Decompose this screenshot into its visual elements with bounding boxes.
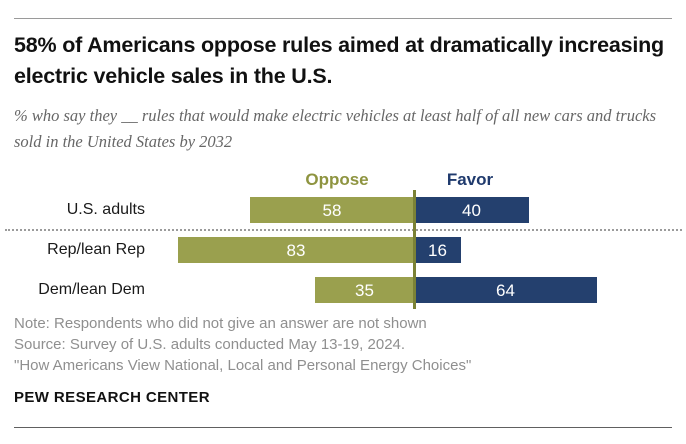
bar-oppose: 58 <box>249 197 415 223</box>
legend-oppose-label: Oppose <box>305 170 369 189</box>
bar-oppose: 83 <box>177 237 415 263</box>
category-label: Rep/lean Rep <box>47 241 145 258</box>
bottom-divider <box>14 427 672 428</box>
bar-favor: 16 <box>414 237 461 263</box>
top-divider <box>14 18 672 19</box>
center-axis-line <box>413 190 416 309</box>
chart-title: 58% of Americans oppose rules aimed at d… <box>14 33 664 88</box>
chart-subtitle: % who say they __ rules that would make … <box>14 106 657 151</box>
pew-research-center-wordmark: PEW RESEARCH CENTER <box>14 389 210 406</box>
category-label: Dem/lean Dem <box>38 281 145 298</box>
bar-favor: 64 <box>414 277 597 303</box>
bar-value-label: 64 <box>496 280 515 300</box>
legend-favor-label: Favor <box>446 170 494 189</box>
bar-value-label: 83 <box>286 240 306 260</box>
bar-oppose: 35 <box>314 277 415 303</box>
bar-favor: 40 <box>414 197 529 223</box>
source-text: Source: Survey of U.S. adults conducted … <box>14 336 406 353</box>
chart-notes: Note: Respondents who did not give an an… <box>14 313 674 376</box>
bar-value-label: 35 <box>355 280 374 300</box>
bar-value-label: 58 <box>322 200 342 220</box>
category-label: U.S. adults <box>66 201 145 218</box>
bar-value-label: 16 <box>428 240 447 260</box>
report-title-text: "How Americans View National, Local and … <box>14 357 472 374</box>
row-separator-dotted-line <box>5 229 682 231</box>
note-text: Note: Respondents who did not give an an… <box>14 315 427 332</box>
bar-value-label: 40 <box>462 200 481 220</box>
